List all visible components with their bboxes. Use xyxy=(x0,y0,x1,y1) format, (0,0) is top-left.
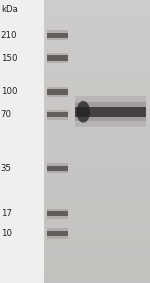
FancyBboxPatch shape xyxy=(47,89,68,95)
Text: 17: 17 xyxy=(1,209,12,218)
FancyBboxPatch shape xyxy=(47,166,68,171)
FancyBboxPatch shape xyxy=(47,228,68,239)
FancyBboxPatch shape xyxy=(47,33,68,38)
FancyBboxPatch shape xyxy=(47,53,68,63)
FancyBboxPatch shape xyxy=(75,96,146,127)
FancyBboxPatch shape xyxy=(47,112,68,117)
Text: 35: 35 xyxy=(1,164,12,173)
FancyBboxPatch shape xyxy=(75,102,146,121)
FancyBboxPatch shape xyxy=(47,30,68,40)
Text: 70: 70 xyxy=(1,110,12,119)
Text: 10: 10 xyxy=(1,229,12,238)
Bar xyxy=(44,0,150,283)
FancyBboxPatch shape xyxy=(47,163,68,173)
FancyBboxPatch shape xyxy=(47,110,68,120)
FancyBboxPatch shape xyxy=(47,231,68,236)
FancyBboxPatch shape xyxy=(47,211,68,216)
FancyBboxPatch shape xyxy=(47,209,68,219)
Text: kDa: kDa xyxy=(1,5,18,14)
Text: 100: 100 xyxy=(1,87,17,97)
FancyBboxPatch shape xyxy=(47,87,68,97)
FancyBboxPatch shape xyxy=(47,55,68,61)
Text: 150: 150 xyxy=(1,53,17,63)
Ellipse shape xyxy=(76,101,90,123)
FancyBboxPatch shape xyxy=(75,107,146,117)
Text: 210: 210 xyxy=(1,31,17,40)
